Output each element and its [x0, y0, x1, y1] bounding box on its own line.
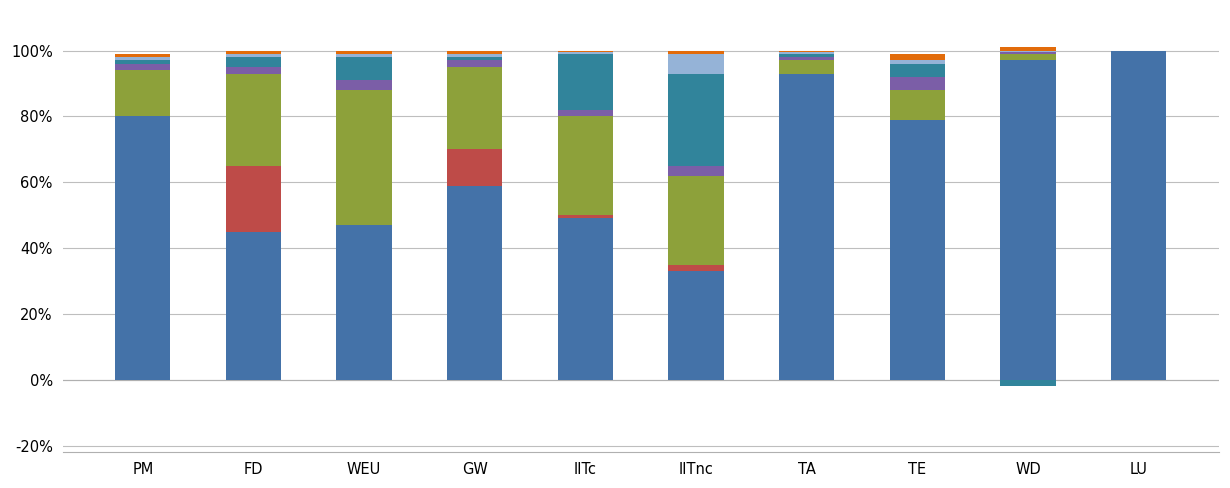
Bar — [337, 225, 392, 380]
Bar — [226, 54, 282, 57]
Bar — [226, 232, 282, 380]
Bar — [668, 176, 723, 264]
Bar — [446, 61, 502, 67]
Bar — [1000, 61, 1055, 380]
Bar — [557, 219, 613, 380]
Bar — [337, 57, 392, 80]
Bar — [557, 54, 613, 110]
Bar — [226, 67, 282, 74]
Bar — [446, 67, 502, 149]
Bar — [668, 51, 723, 54]
Bar — [1000, 52, 1055, 54]
Bar — [779, 51, 834, 52]
Bar — [116, 70, 171, 117]
Bar — [779, 52, 834, 54]
Bar — [779, 61, 834, 74]
Bar — [226, 166, 282, 232]
Bar — [116, 54, 171, 57]
Bar — [116, 61, 171, 64]
Bar — [446, 185, 502, 380]
Bar — [1111, 51, 1166, 380]
Bar — [668, 74, 723, 166]
Bar — [557, 52, 613, 54]
Bar — [446, 51, 502, 54]
Bar — [337, 54, 392, 57]
Bar — [116, 117, 171, 380]
Bar — [779, 57, 834, 61]
Bar — [446, 149, 502, 185]
Bar — [557, 110, 613, 117]
Bar — [557, 215, 613, 219]
Bar — [337, 90, 392, 225]
Bar — [1000, 54, 1055, 61]
Bar — [116, 64, 171, 70]
Bar — [668, 271, 723, 380]
Bar — [226, 57, 282, 67]
Bar — [1000, 51, 1055, 52]
Bar — [1000, 47, 1055, 51]
Bar — [779, 74, 834, 380]
Bar — [557, 51, 613, 52]
Bar — [557, 117, 613, 215]
Bar — [889, 120, 945, 380]
Bar — [226, 74, 282, 166]
Bar — [116, 57, 171, 61]
Bar — [668, 264, 723, 271]
Bar — [668, 166, 723, 176]
Bar — [337, 51, 392, 54]
Bar — [446, 54, 502, 57]
Bar — [889, 77, 945, 90]
Bar — [889, 90, 945, 120]
Bar — [889, 54, 945, 61]
Bar — [889, 61, 945, 64]
Bar — [446, 57, 502, 61]
Bar — [889, 64, 945, 77]
Bar — [337, 80, 392, 90]
Bar — [779, 54, 834, 57]
Bar — [668, 54, 723, 74]
Bar — [226, 51, 282, 54]
Bar — [1000, 380, 1055, 386]
